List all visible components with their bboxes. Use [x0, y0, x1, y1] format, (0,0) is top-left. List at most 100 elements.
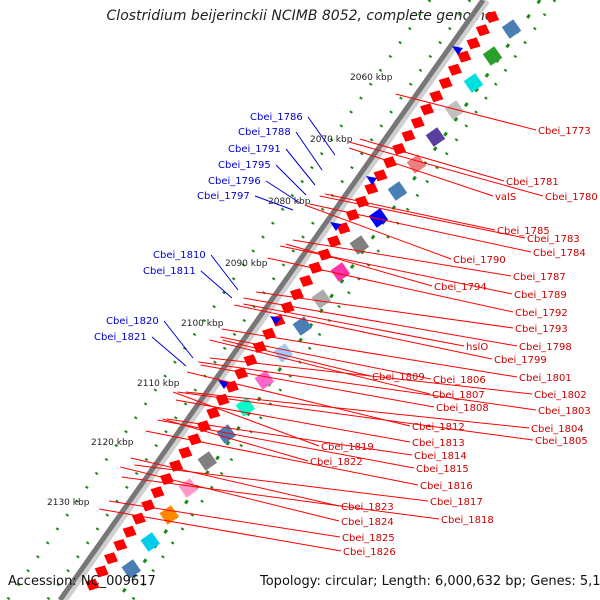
- leader-line-right: [243, 303, 465, 347]
- gene-arrow: [122, 525, 137, 538]
- right-gene-label: Cbei_1824: [341, 517, 394, 528]
- right-gene-label: Cbei_1784: [533, 248, 586, 259]
- gene-arrow: [438, 77, 453, 89]
- right-gene-label: Cbei_1807: [432, 390, 485, 401]
- topology-text: Topology: circular; Length: 6,000,632 bp…: [260, 574, 600, 589]
- leader-line-right: [319, 195, 526, 239]
- right-gene-label: Cbei_1822: [310, 457, 363, 468]
- right-gene-label: Cbei_1813: [412, 438, 465, 449]
- gene-arrow: [420, 103, 435, 116]
- right-gene-label: Cbei_1773: [538, 126, 591, 137]
- leader-line-right: [187, 371, 411, 427]
- left-gene-label: Cbei_1795: [218, 160, 271, 171]
- leader-line-left: [151, 336, 187, 367]
- gene-arrow: [364, 182, 379, 195]
- gene-block: [178, 478, 199, 498]
- gene-arrow: [104, 552, 119, 565]
- scale-label: 2070 kbp: [310, 135, 353, 145]
- left-gene-label: Cbei_1786: [250, 112, 303, 123]
- gene-arrow: [262, 327, 277, 340]
- gene-block: [482, 46, 503, 66]
- left-gene-label: Cbei_1821: [94, 332, 147, 343]
- scale-label: 2090 kbp: [225, 259, 268, 269]
- map-title: Clostridium beijerinckii NCIMB 8052, com…: [106, 8, 494, 24]
- gene-block: [292, 316, 313, 336]
- tick-row-3: [46, 0, 472, 600]
- right-gene-label: Cbei_1809: [372, 372, 425, 383]
- gene-arrow: [382, 156, 397, 169]
- accession-text: Accession: NC_009617: [8, 574, 156, 589]
- gene-arrow: [150, 486, 165, 499]
- leader-line-right: [209, 339, 431, 395]
- scale-label: 2120 kbp: [91, 438, 134, 448]
- gene-arrow: [429, 90, 444, 103]
- gene-block: [254, 370, 275, 390]
- gene-arrow: [447, 63, 462, 76]
- right-gene-label: hslO: [466, 342, 488, 353]
- right-gene-label: Cbei_1816: [420, 481, 473, 492]
- gene-arrow: [345, 209, 360, 221]
- right-gene-label: Cbei_1794: [434, 282, 487, 293]
- gene-arrow: [131, 512, 146, 525]
- leader-line-right: [99, 508, 342, 552]
- gene-arrow: [178, 446, 193, 459]
- right-gene-label: Cbei_1802: [534, 390, 587, 401]
- gene-arrow: [317, 248, 332, 261]
- right-gene-label: Cbei_1818: [441, 515, 494, 526]
- gene-arrow: [94, 565, 109, 578]
- gene-block: [368, 208, 389, 228]
- right-gene-label: Cbei_1817: [430, 497, 483, 508]
- right-gene-label: valS: [495, 192, 516, 203]
- gene-block: [330, 262, 351, 282]
- leader-line-right: [304, 204, 452, 260]
- leader-line-left: [307, 116, 336, 156]
- leader-line-right: [325, 193, 496, 231]
- leader-line-right: [285, 243, 433, 287]
- scale-label: 2110 kbp: [137, 379, 180, 389]
- leader-line-left: [295, 131, 323, 171]
- leader-line-left: [163, 320, 194, 359]
- gene-block: [425, 127, 446, 147]
- leader-line-right: [134, 464, 429, 502]
- left-gene-label: Cbei_1788: [238, 127, 291, 138]
- leader-line-right: [108, 500, 341, 538]
- leader-line-right: [234, 304, 493, 360]
- gene-arrow: [280, 301, 295, 314]
- gene-arrow: [234, 367, 249, 380]
- leader-line-right: [209, 357, 533, 395]
- leader-line-left: [254, 195, 294, 211]
- gene-arrow: [475, 24, 490, 37]
- leader-line-right: [157, 419, 415, 469]
- leader-line-right: [200, 364, 435, 408]
- leader-line-right: [256, 291, 514, 329]
- gene-block: [311, 289, 332, 309]
- leader-line-right: [130, 457, 340, 507]
- scale-label: 2080 kbp: [268, 197, 311, 207]
- gene-block: [387, 181, 408, 201]
- scale-label: 2060 kbp: [350, 73, 393, 83]
- leader-line-right: [162, 418, 309, 462]
- right-gene-label: Cbei_1790: [453, 255, 506, 266]
- gene-block: [501, 19, 522, 39]
- gene-arrow: [159, 473, 174, 485]
- gene-arrow: [187, 433, 202, 446]
- gene-arrow: [457, 50, 472, 63]
- right-gene-label: Cbei_1823: [341, 502, 394, 513]
- right-gene-label: Cbei_1806: [433, 375, 486, 386]
- right-gene-label: Cbei_1792: [515, 308, 568, 319]
- leader-line-right: [395, 93, 537, 131]
- gene-arrow: [485, 11, 500, 23]
- leader-line-right: [280, 245, 513, 295]
- blue-gene-arrow: [452, 46, 463, 55]
- right-gene-label: Cbei_1789: [514, 290, 567, 301]
- right-gene-label: Cbei_1804: [531, 424, 584, 435]
- right-gene-label: Cbei_1793: [515, 324, 568, 335]
- right-gene-label: Cbei_1815: [416, 464, 469, 475]
- leader-line-left: [285, 148, 316, 186]
- gene-arrow: [308, 261, 323, 274]
- right-gene-label: Cbei_1798: [519, 342, 572, 353]
- gene-block: [444, 100, 465, 120]
- gene-arrow: [196, 420, 211, 433]
- right-gene-label: Cbei_1808: [436, 403, 489, 414]
